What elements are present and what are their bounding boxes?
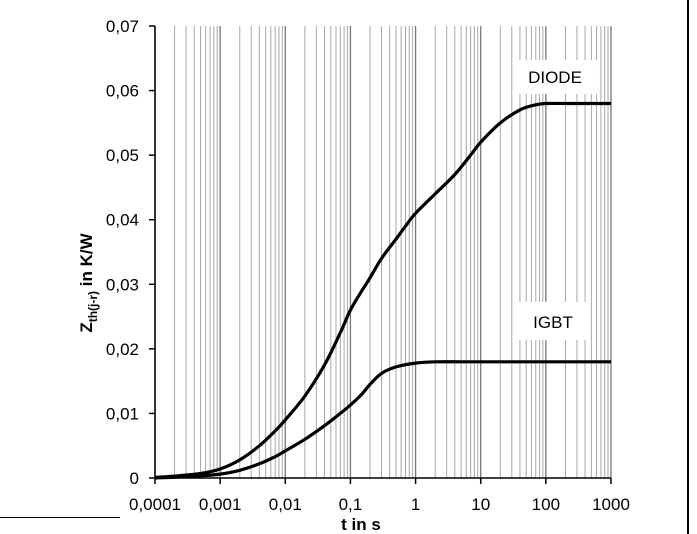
x-tick-label: 10 (471, 495, 490, 514)
series-line-diode (154, 101, 611, 479)
series-label-backgrounds (513, 60, 597, 340)
series-line-igbt (154, 360, 611, 480)
series-lines (154, 101, 611, 480)
x-tick-label: 0,001 (199, 495, 242, 514)
y-tick-label: 0 (130, 469, 139, 488)
y-axis-label-subscript: th(j-r) (86, 291, 100, 322)
series-label-diode: DIODE (528, 68, 582, 87)
y-tick-label: 0,05 (106, 146, 139, 165)
x-tick-label: 1 (411, 495, 420, 514)
y-tick-labels: 0 0,01 0,02 0,03 0,04 0,05 0,06 0,07 (106, 17, 139, 488)
igbt-label-background (518, 302, 588, 340)
y-tick-label: 0,03 (106, 275, 139, 294)
x-tick-labels: 0,0001 0,001 0,01 0,1 1 10 100 1000 (129, 495, 630, 514)
y-axis-label-main: Z (77, 322, 96, 332)
y-tick-label: 0,04 (106, 211, 139, 230)
page-right-frame-line (687, 0, 689, 534)
series-labels: DIODE IGBT (528, 68, 582, 332)
x-axis-label: t in s (341, 515, 381, 534)
y-tick-label: 0,02 (106, 340, 139, 359)
y-tick-label: 0,07 (106, 17, 139, 36)
x-tick-label: 0,0001 (129, 495, 181, 514)
x-tick-label: 0,1 (339, 495, 363, 514)
plot-axes (149, 25, 612, 484)
y-axis-label: Zth(j-r) in K/W (77, 232, 100, 332)
series-label-igbt: IGBT (533, 313, 573, 332)
page-bottom-left-frame-line (0, 517, 120, 518)
x-tick-label: 1000 (592, 495, 630, 514)
diode-label-background (513, 60, 597, 94)
x-tick-label: 0,01 (269, 495, 302, 514)
y-tick-label: 0,01 (106, 404, 139, 423)
x-tick-label: 100 (532, 495, 560, 514)
x-minor-gridlines (174, 26, 609, 478)
y-axis-label-unit: in K/W (77, 232, 96, 291)
y-tick-label: 0,06 (106, 82, 139, 101)
